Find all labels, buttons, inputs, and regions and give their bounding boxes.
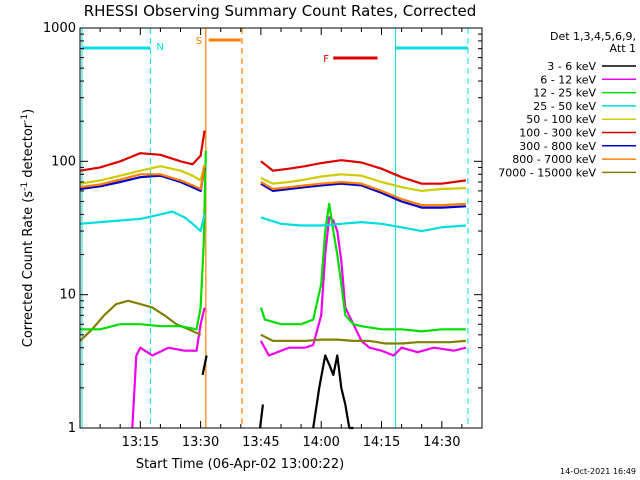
series-line xyxy=(259,202,466,333)
series-line xyxy=(260,159,467,185)
series-line xyxy=(79,166,206,191)
series-line xyxy=(79,130,206,172)
x-axis-ticks: 13:15 13:30 13:45 14:00 14:15 14:30 xyxy=(99,28,463,450)
series-line xyxy=(80,150,207,331)
legend-entry-label: 800 - 7000 keV xyxy=(512,153,596,166)
legend-entry-label: 3 - 6 keV xyxy=(547,60,596,73)
series-line xyxy=(79,167,206,192)
series-line xyxy=(260,182,466,209)
series-line xyxy=(201,355,208,376)
chart-title: RHESSI Observing Summary Count Rates, Co… xyxy=(84,2,477,20)
y-tick-label: 1000 xyxy=(43,21,76,36)
y-axis-label-sup1: -1 xyxy=(20,182,30,191)
series-line xyxy=(260,333,466,345)
x-tick-label: 13:45 xyxy=(242,435,279,450)
series-line xyxy=(312,354,354,430)
series-line xyxy=(260,180,466,207)
x-tick-label: 14:15 xyxy=(363,435,400,450)
night-flag-label: N xyxy=(156,42,163,53)
x-tick-label: 13:30 xyxy=(182,435,219,450)
series-line xyxy=(260,173,466,192)
series-line xyxy=(79,210,206,233)
y-axis-label-main: Corrected Count Rate (s xyxy=(21,191,36,348)
legend-entry-label: 100 - 300 keV xyxy=(519,127,596,140)
x-tick-label: 14:00 xyxy=(302,435,339,450)
x-tick-label: 14:30 xyxy=(423,435,460,450)
y-axis-ticks: 1 10 100 1000 xyxy=(43,21,482,436)
legend-entry-label: 12 - 25 keV xyxy=(533,87,596,100)
y-tick-label: 100 xyxy=(51,154,76,169)
y-tick-label: 10 xyxy=(59,288,76,303)
legend-entry-label: 300 - 800 keV xyxy=(519,140,596,153)
y-axis-label-end: ) xyxy=(21,109,36,114)
timestamp: 14-Oct-2021 16:49 xyxy=(560,467,636,476)
legend-entry-label: 6 - 12 keV xyxy=(540,73,596,86)
x-axis-label: Start Time (06-Apr-02 13:00:22) xyxy=(136,457,344,472)
y-tick-label: 1 xyxy=(68,421,76,436)
y-axis-label: Corrected Count Rate (s-1 detector-1) xyxy=(20,109,36,347)
series-line xyxy=(79,164,206,185)
plot-marks: N S F xyxy=(79,28,469,430)
legend-entry-label: 7000 - 15000 keV xyxy=(498,166,596,179)
x-tick-label: 13:15 xyxy=(122,435,159,450)
saa-flag-label: S xyxy=(196,36,202,47)
flare-flag-label: F xyxy=(323,54,329,65)
legend-entry-label: 50 - 100 keV xyxy=(526,113,596,126)
y-axis-label-sup2: -1 xyxy=(20,114,30,123)
legend-entry-label: 25 - 50 keV xyxy=(533,100,596,113)
legend-header-attenuator: Att 1 xyxy=(610,42,636,55)
y-axis-label-mid: detector xyxy=(21,122,36,182)
series-line xyxy=(260,216,466,233)
series-line xyxy=(259,216,467,357)
legend-header-detectors: Det 1,3,4,5,6,9, xyxy=(550,30,636,43)
